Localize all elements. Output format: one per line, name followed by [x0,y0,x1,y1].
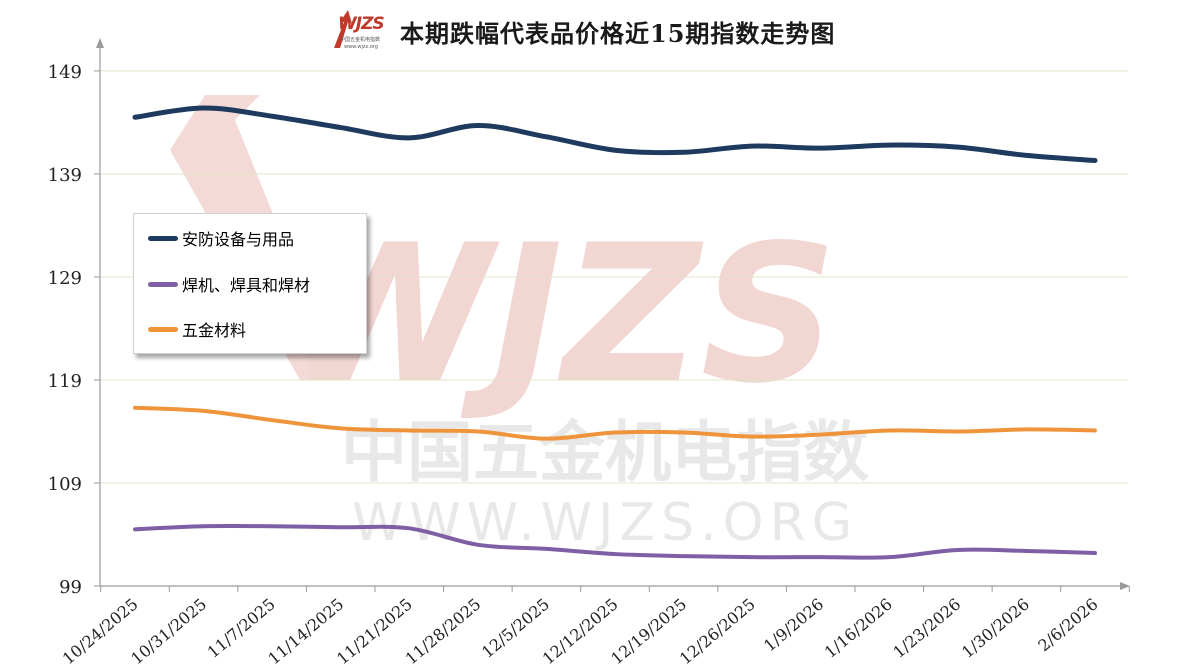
legend-label: 焊机、焊具和焊材 [182,276,311,295]
legend-swatch [148,235,178,241]
x-tick-label: 1/9/2026 [760,595,827,656]
chart-title: 本期跌幅代表品价格近15期指数走势图 [400,18,836,48]
legend-item-series-1: 安防设备与用品 [148,226,294,250]
legend-label: 五金材料 [182,321,247,340]
y-axis-arrow-icon [96,38,104,48]
wjzs-logo: WJZS 中国五金机电指数 www.wjzs.org [330,8,388,54]
logo-text: WJZS [338,14,385,34]
watermark-cn-text: 中国五金机电指数 [341,414,869,491]
legend-item-series-3: 五金材料 [148,317,246,341]
y-tick-label: 109 [48,474,82,495]
logo-arrow-icon [334,10,352,48]
x-tick-label: 2/6/2026 [1034,595,1101,656]
y-tick-label: 149 [48,62,82,83]
x-tick-label: 1/30/2026 [958,595,1033,662]
watermark-logo: WJZS [283,204,838,425]
x-tick-label: 1/16/2026 [821,595,896,662]
logo-subtitle: 中国五金机电指数 [340,37,381,43]
legend-item-series-2: 焊机、焊具和焊材 [148,272,310,296]
series-line-1 [132,105,1098,164]
x-axis-arrow-icon [1120,582,1130,590]
y-tick-label: 139 [48,165,82,186]
grid [94,70,1128,587]
watermark-url: WWW.WJZS.ORG [352,493,858,553]
y-tick-label: 99 [59,577,82,598]
logo-url: www.wjzs.org [344,44,378,50]
y-tick-label: 129 [48,268,82,289]
x-tick-label: 11/28/2025 [402,595,485,669]
x-tick-label: 12/26/2025 [676,595,759,669]
x-tick-label: 1/23/2026 [889,595,964,662]
y-tick-label: 119 [48,371,82,392]
legend: 安防设备与用品 焊机、焊具和焊材 五金材料 [133,213,367,354]
header: WJZS 中国五金机电指数 www.wjzs.org 本期跌幅代表品价格近15期… [330,6,835,56]
axes [96,38,1130,592]
series-lines [132,105,1098,560]
legend-swatch [148,326,178,332]
legend-label: 安防设备与用品 [182,230,295,249]
legend-swatch [148,281,178,287]
x-tick-label: 10/31/2025 [127,595,210,669]
